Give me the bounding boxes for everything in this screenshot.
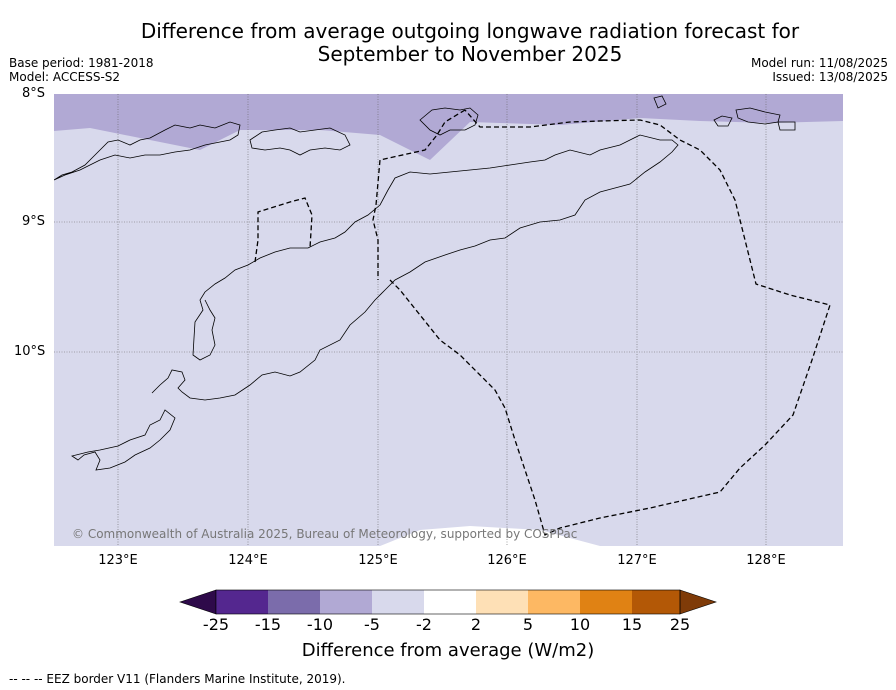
- eez-border-north: [372, 109, 466, 280]
- colorbar-tick: 10: [569, 615, 591, 634]
- timor-coast-north: [151, 134, 679, 401]
- lat-label-9s: 9°S: [22, 214, 46, 229]
- small-island-1: [653, 95, 667, 109]
- colorbar: [179, 589, 717, 615]
- lon-label-126e: 126°E: [487, 553, 527, 568]
- lon-label-128e: 128°E: [746, 553, 786, 568]
- anomaly-field-main: [54, 94, 843, 546]
- colorbar-bin-5: [424, 590, 476, 614]
- meta-left: Base period: 1981-2018 Model: ACCESS-S2: [9, 56, 154, 84]
- alor-coastline: [249, 127, 351, 156]
- colorbar-tick: -2: [416, 615, 432, 634]
- lon-label-123e: 123°E: [98, 553, 138, 568]
- lon-label-125e: 125°E: [358, 553, 398, 568]
- colorbar-tick: -10: [306, 615, 334, 634]
- colorbar-bin-3: [320, 590, 372, 614]
- colorbar-tick: -15: [254, 615, 282, 634]
- eez-legend: -- -- -- EEZ border V11 (Flanders Marine…: [9, 672, 346, 686]
- timor-coastline: [71, 409, 176, 471]
- colorbar-tick: 15: [621, 615, 643, 634]
- flores-coastline: [54, 121, 241, 181]
- colorbar-bin-9: [632, 590, 680, 614]
- issued-date: Issued: 13/08/2025: [772, 70, 888, 84]
- eez-border-main: [389, 109, 831, 536]
- base-period: Base period: 1981-2018: [9, 56, 154, 70]
- copyright-notice: © Commonwealth of Australia 2025, Bureau…: [72, 527, 577, 541]
- meta-right: Model run: 11/08/2025 Issued: 13/08/2025: [751, 56, 888, 84]
- colorbar-tick: -5: [364, 615, 380, 634]
- lon-label-127e: 127°E: [617, 553, 657, 568]
- colorbar-min-extension: [179, 589, 217, 615]
- map-title: Difference from average outgoing longwav…: [140, 19, 800, 66]
- coastlines: [54, 95, 796, 471]
- lat-label-10s: 10°S: [14, 344, 46, 359]
- anomaly-field-north: [54, 94, 843, 160]
- anomaly-field-white-patch: [380, 526, 600, 546]
- colorbar-bin-6: [476, 590, 528, 614]
- colorbar-tick: 2: [470, 615, 482, 634]
- small-island-4: [777, 121, 796, 131]
- colorbar-outline: [215, 589, 681, 615]
- model-name: Model: ACCESS-S2: [9, 70, 121, 84]
- lat-label-8s: 8°S: [22, 86, 46, 101]
- colorbar-tick: -25: [202, 615, 230, 634]
- colorbar-bin-4: [372, 590, 424, 614]
- colorbar-bin-7: [528, 590, 580, 614]
- lon-label-124e: 124°E: [228, 553, 268, 568]
- colorbar-tick: 5: [522, 615, 534, 634]
- eez-border: [254, 109, 831, 536]
- eez-border-west: [254, 197, 313, 263]
- colorbar-bin-1: [216, 590, 268, 614]
- graticule: [54, 94, 843, 546]
- colorbar-tick: 25: [669, 615, 691, 634]
- wetar-coastline: [419, 107, 479, 136]
- colorbar-bin-8: [580, 590, 632, 614]
- colorbar-label: Difference from average (W/m2): [301, 640, 595, 661]
- small-island-3: [713, 115, 733, 127]
- colorbar-max-extension: [679, 589, 717, 615]
- model-run: Model run: 11/08/2025: [750, 56, 888, 70]
- colorbar-bin-2: [268, 590, 320, 614]
